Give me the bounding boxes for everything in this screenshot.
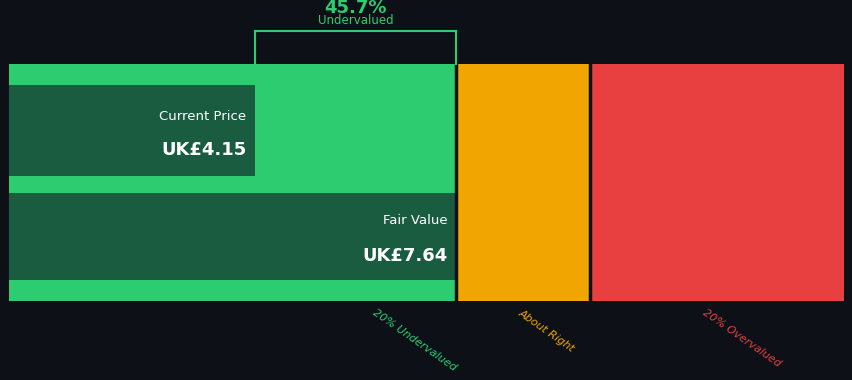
Text: 20% Overvalued: 20% Overvalued	[700, 307, 781, 369]
Text: 20% Undervalued: 20% Undervalued	[370, 307, 458, 373]
Bar	[589, 64, 843, 85]
Text: UK£7.64: UK£7.64	[361, 247, 446, 265]
Bar	[455, 193, 589, 280]
Bar	[455, 176, 589, 193]
Bar	[455, 280, 589, 301]
Bar	[9, 64, 455, 85]
Bar	[9, 193, 455, 280]
Text: 45.7%: 45.7%	[324, 0, 386, 17]
Bar	[589, 280, 843, 301]
Bar	[9, 85, 255, 176]
Bar	[9, 85, 455, 176]
Bar	[9, 280, 455, 301]
Bar	[455, 64, 589, 85]
Text: UK£4.15: UK£4.15	[161, 141, 246, 159]
Text: Fair Value: Fair Value	[383, 214, 446, 227]
Text: Current Price: Current Price	[159, 110, 246, 123]
Text: Undervalued: Undervalued	[317, 14, 393, 27]
Bar	[589, 193, 843, 280]
Bar	[589, 176, 843, 193]
Bar	[9, 176, 455, 193]
Text: About Right: About Right	[516, 307, 576, 353]
Bar	[455, 85, 589, 176]
Bar	[589, 85, 843, 176]
Bar	[9, 193, 455, 280]
